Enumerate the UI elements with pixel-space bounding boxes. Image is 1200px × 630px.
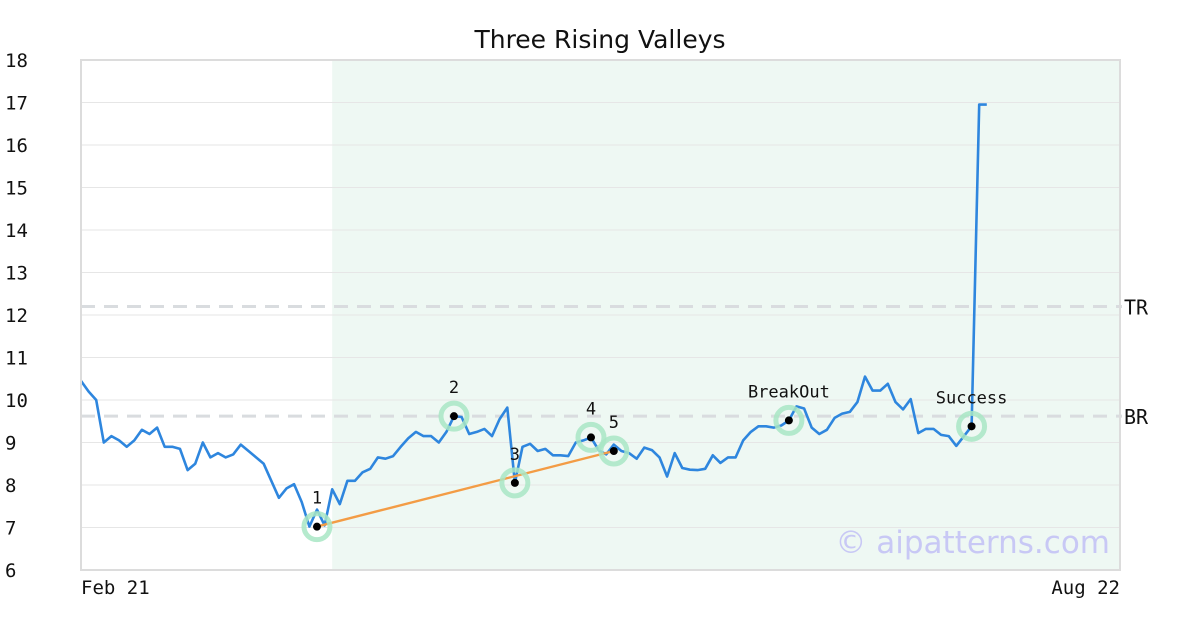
y-tick-label: 16	[5, 135, 28, 157]
x-tick-label: Aug 22	[1051, 577, 1120, 599]
chart-title: Three Rising Valleys	[473, 25, 725, 54]
marker-label: 3	[510, 445, 520, 465]
watermark: © aipatterns.com	[835, 525, 1110, 561]
marker-halo	[438, 400, 470, 432]
y-tick-label: 12	[5, 305, 28, 327]
marker-dot	[510, 478, 519, 487]
marker-halo	[956, 410, 988, 442]
plot-frame	[80, 59, 1121, 571]
reference-lines: TR BR	[81, 296, 1149, 429]
marker-label: 4	[586, 399, 596, 419]
marker-dot	[967, 422, 976, 431]
series-layer	[79, 103, 987, 528]
y-tick-label: 11	[5, 348, 28, 370]
marker-halo	[301, 511, 333, 543]
y-tick-label: 8	[5, 475, 16, 497]
marker-dot	[609, 447, 618, 455]
price-line	[79, 103, 987, 528]
marker-halo	[499, 467, 531, 499]
y-tick-label: 18	[5, 50, 28, 72]
marker-label: Success	[936, 388, 1008, 408]
marker-dot	[586, 433, 595, 442]
trend-line	[316, 449, 615, 528]
marker-label: 2	[449, 378, 459, 398]
marker-dot	[312, 522, 321, 531]
x-tick-label: Feb 21	[81, 577, 150, 599]
y-tick-label: 9	[5, 433, 16, 455]
y-tick-label: 17	[5, 93, 28, 115]
y-tick-label: 14	[5, 220, 28, 242]
y-tick-label: 13	[5, 263, 28, 285]
y-tick-label: 10	[5, 390, 28, 412]
y-tick-label: 6	[5, 560, 16, 582]
y-axis: 6 7 8 9 10 11 12 13 14 15 16 17 18	[5, 50, 28, 582]
x-axis: Feb 21 Aug 22	[81, 577, 1120, 599]
y-tick-label: 7	[5, 518, 16, 540]
marker-label: 1	[312, 489, 322, 509]
markers-layer: 1 2 3 45 BreakOut Success	[301, 378, 1008, 543]
reference-label: BR	[1124, 405, 1149, 429]
marker-label: 5	[609, 413, 619, 433]
marker-halo	[598, 435, 630, 467]
marker-label: BreakOut	[748, 382, 830, 402]
reference-label: TR	[1124, 296, 1149, 320]
marker-dot	[449, 412, 458, 421]
marker-dot	[784, 416, 793, 425]
y-tick-label: 15	[5, 178, 28, 200]
marker-halo	[575, 421, 607, 453]
marker-halo	[773, 404, 805, 436]
